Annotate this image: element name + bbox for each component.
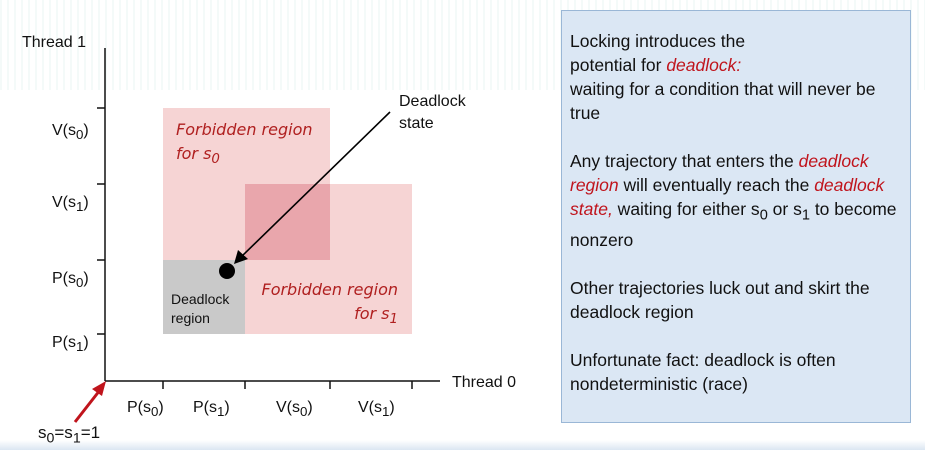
deadlock-arrow <box>239 111 391 259</box>
deadlock-state-label: Deadlock state <box>399 93 466 132</box>
y-tick-label-p-s0: P(s0) <box>52 270 89 291</box>
forbidden-region-s0-label: Forbidden region for s0 <box>176 120 313 168</box>
note-paragraph-4: Unfortunate fact: deadlock is often nond… <box>570 349 836 394</box>
x-tick-label-v-s1: V(s1) <box>358 399 395 420</box>
y-tick-label-p-s1: P(s1) <box>52 334 89 355</box>
deadlock-region-label: Deadlock region <box>171 291 230 326</box>
explanation-note: Locking introduces the potential for dea… <box>561 10 911 423</box>
note-paragraph-1: Locking introduces the potential for dea… <box>570 31 876 123</box>
forbidden-overlap <box>245 184 330 260</box>
origin-arrow <box>73 389 102 423</box>
background-footer-band <box>0 440 925 450</box>
deadlock-state-dot <box>219 263 235 279</box>
forbidden-region-s1-label: Forbidden region for s1 <box>261 280 398 328</box>
deadlock-arrowhead <box>234 250 248 264</box>
note-paragraph-3: Other trajectories luck out and skirt th… <box>570 277 870 322</box>
origin-label: s0=s1=1 <box>38 423 101 447</box>
y-axis-title: Thread 1 <box>22 34 87 51</box>
x-tick-label-p-s1: P(s1) <box>193 399 230 420</box>
note-paragraph-2: Any trajectory that enters the deadlock … <box>570 151 897 250</box>
y-tick-label-v-s1: V(s1) <box>52 194 89 215</box>
y-tick-label-v-s0: V(s0) <box>52 122 89 143</box>
x-axis-title: Thread 0 <box>452 374 517 391</box>
x-tick-label-v-s0: V(s0) <box>276 399 313 420</box>
origin-arrowhead <box>92 381 106 396</box>
x-tick-label-p-s0: P(s0) <box>127 399 164 420</box>
